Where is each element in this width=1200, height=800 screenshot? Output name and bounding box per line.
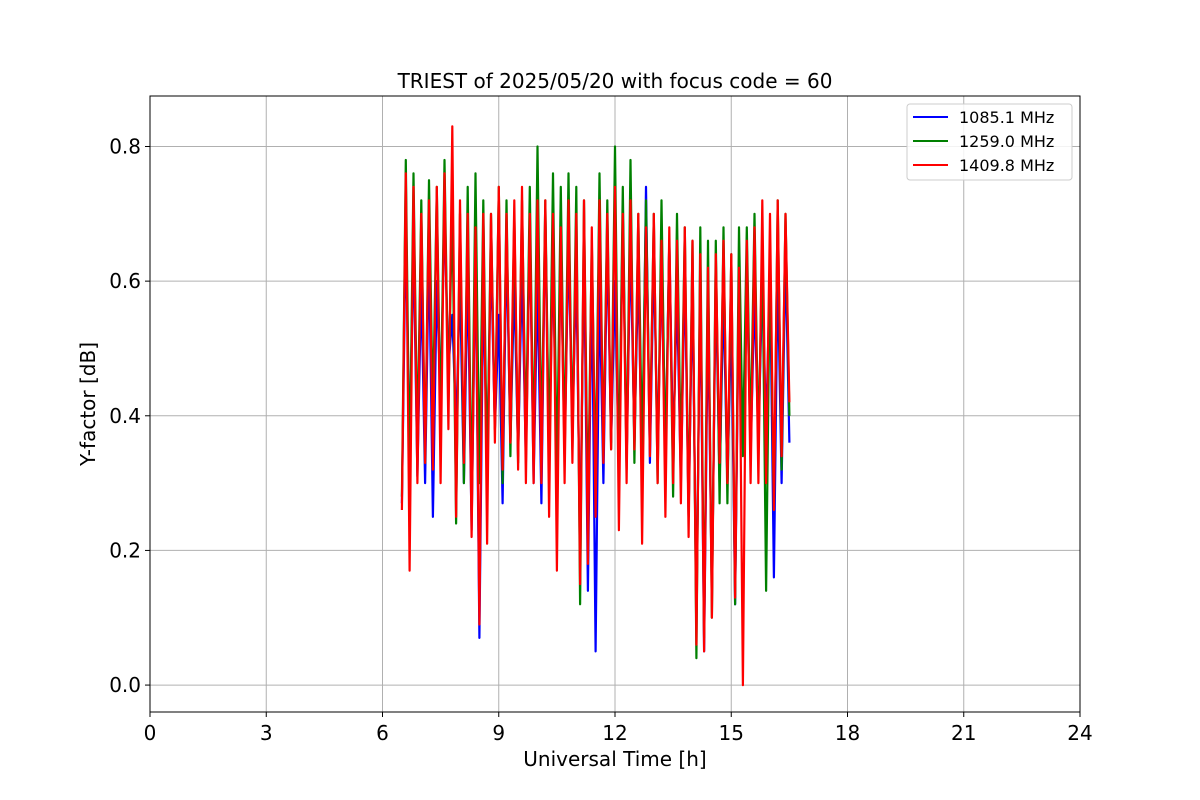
x-tick-label: 15 (719, 721, 744, 745)
legend-label-1259: 1259.0 MHz (959, 132, 1054, 151)
y-tick-label: 0.2 (109, 538, 141, 562)
y-axis-label: Y-factor [dB] (76, 342, 100, 467)
x-tick-label: 24 (1067, 721, 1092, 745)
y-tick-label: 0.4 (109, 404, 141, 428)
x-axis-label: Universal Time [h] (523, 747, 706, 771)
y-tick-label: 0.0 (109, 673, 141, 697)
legend-label-1409: 1409.8 MHz (959, 156, 1054, 175)
legend: 1085.1 MHz 1259.0 MHz 1409.8 MHz (906, 103, 1073, 181)
legend-label-1085: 1085.1 MHz (959, 108, 1054, 127)
x-tick-label: 18 (835, 721, 860, 745)
legend-box (906, 103, 1073, 181)
x-tick-label: 21 (951, 721, 976, 745)
x-axis-ticks: 0 3 6 9 12 15 18 21 24 (144, 712, 1093, 745)
y-axis-ticks: 0.0 0.2 0.4 0.6 0.8 (109, 134, 150, 697)
x-tick-label: 6 (376, 721, 389, 745)
x-tick-label: 9 (492, 721, 505, 745)
x-tick-label: 12 (602, 721, 627, 745)
y-tick-label: 0.8 (109, 134, 141, 158)
series-line-2 (400, 125, 791, 687)
y-tick-label: 0.6 (109, 269, 141, 293)
x-tick-label: 0 (144, 721, 157, 745)
chart-title: TRIEST of 2025/05/20 with focus code = 6… (397, 69, 833, 93)
x-tick-label: 3 (260, 721, 273, 745)
series-layer (400, 125, 791, 687)
